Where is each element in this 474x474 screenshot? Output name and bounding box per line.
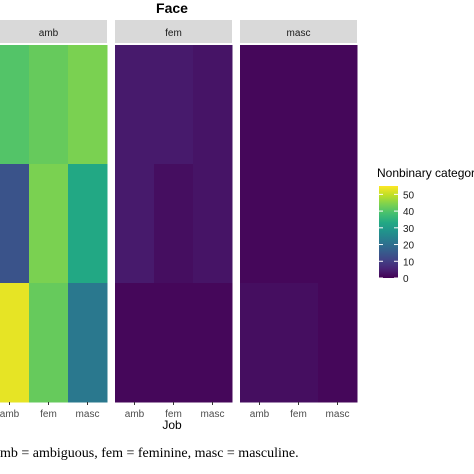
- colorbar-legend: Nonbinary categor 50 40 30 20 10 0: [377, 166, 474, 285]
- x-tick-label: masc: [76, 409, 100, 420]
- colorbar-tick-label: 10: [403, 257, 415, 268]
- facet-panels: amb amb fem masc fem amb fem masc masc amb fem masc: [0, 20, 358, 420]
- heatmap-cell: [0, 283, 30, 403]
- x-tick-label: fem: [165, 409, 182, 420]
- facet-strip: [0, 20, 107, 43]
- heatmap-cell: [29, 164, 69, 284]
- x-tick-label: masc: [326, 409, 350, 420]
- heatmap-cell: [68, 283, 108, 403]
- colorbar-tick-label: 20: [403, 241, 415, 252]
- heatmap-cell: [193, 164, 233, 284]
- heatmap-cell: [68, 164, 108, 284]
- heatmap-cell: [0, 45, 30, 165]
- x-axis-label: Job: [162, 418, 182, 432]
- heatmap-cell: [318, 45, 358, 165]
- heatmap-cell: [154, 283, 194, 403]
- facet-strip-label: masc: [287, 28, 311, 39]
- heatmap-cell: [279, 164, 319, 284]
- heatmap-cell: [240, 45, 280, 165]
- heatmap-cell: [115, 283, 155, 403]
- x-tick-label: amb: [125, 409, 145, 420]
- facet-strip: [240, 20, 357, 43]
- heatmap-cell: [318, 164, 358, 284]
- heatmap-cell: [115, 45, 155, 165]
- x-tick-label: amb: [0, 409, 20, 420]
- heatmap-cell: [193, 283, 233, 403]
- heatmap-cell: [29, 45, 69, 165]
- chart-title: Face: [156, 0, 188, 16]
- heatmap-cell: [154, 164, 194, 284]
- heatmap-cell: [115, 164, 155, 284]
- figure-caption: mb = ambiguous, fem = feminine, masc = m…: [0, 446, 299, 461]
- facet-strip: [115, 20, 232, 43]
- heatmap-cell: [29, 283, 69, 403]
- heatmap-cell: [240, 164, 280, 284]
- heatmap-cell: [0, 164, 30, 284]
- facet-strip-label: amb: [39, 28, 59, 39]
- heatmap-cell: [240, 283, 280, 403]
- heatmap-cell: [279, 45, 319, 165]
- x-tick-label: fem: [290, 409, 307, 420]
- heatmap-cell: [193, 45, 233, 165]
- facet-masc: masc amb fem masc: [240, 20, 358, 420]
- colorbar-tick-label: 0: [403, 274, 409, 285]
- heatmap-cell: [68, 45, 108, 165]
- heatmap-cell: [279, 283, 319, 403]
- facet-amb: amb amb fem masc: [0, 20, 108, 420]
- x-tick-label: fem: [40, 409, 57, 420]
- facet-fem: fem amb fem masc: [115, 20, 233, 420]
- colorbar-tick-label: 50: [403, 190, 415, 201]
- x-tick-label: amb: [250, 409, 270, 420]
- heatmap-cell: [154, 45, 194, 165]
- colorbar-tick-label: 40: [403, 207, 415, 218]
- colorbar: [379, 186, 398, 278]
- x-tick-label: masc: [201, 409, 225, 420]
- colorbar-tick-label: 30: [403, 224, 415, 235]
- heatmap-cell: [318, 283, 358, 403]
- legend-title: Nonbinary categor: [377, 166, 474, 180]
- facet-strip-label: fem: [165, 28, 182, 39]
